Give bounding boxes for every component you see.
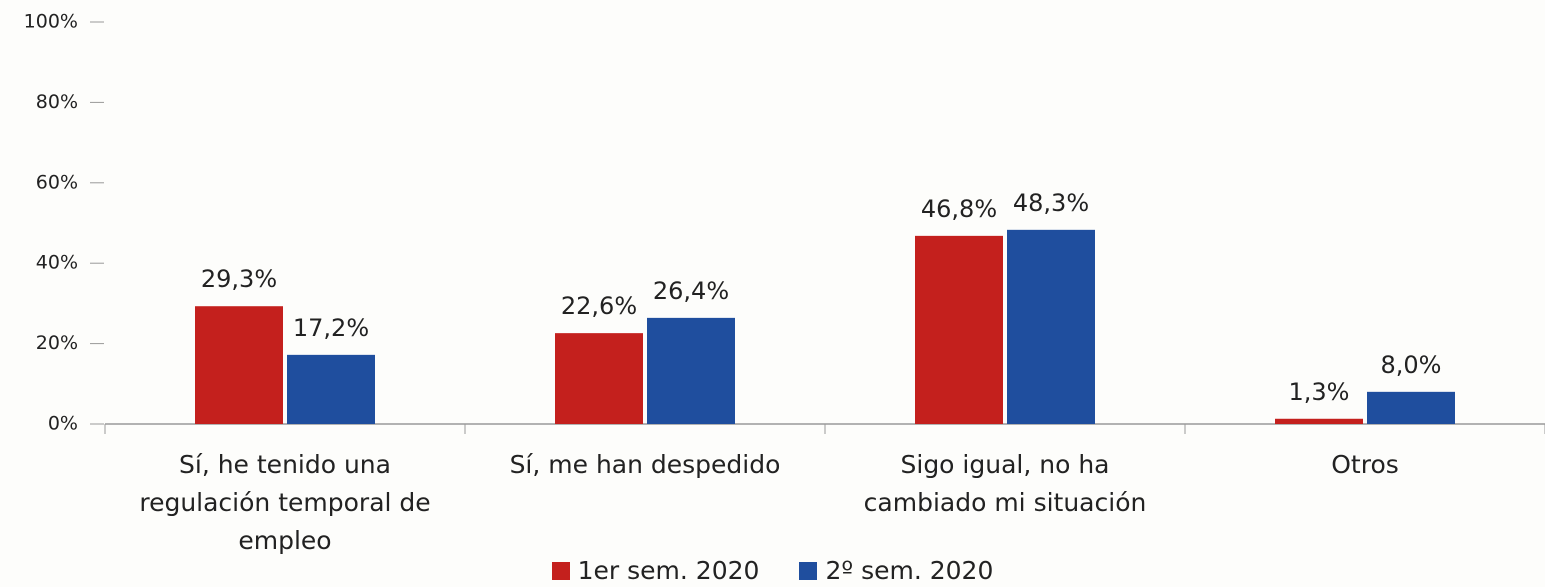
bar (1007, 229, 1095, 424)
x-tick-label: Sí, he tenido una regulación temporal de… (139, 450, 431, 555)
bar (195, 306, 283, 424)
legend-label: 2º sem. 2020 (825, 556, 994, 585)
y-tick-label: 100% (24, 11, 78, 33)
value-label: 46,8% (921, 195, 997, 223)
value-label: 17,2% (293, 314, 369, 342)
legend-label: 1er sem. 2020 (577, 556, 760, 585)
y-tick-label: 40% (36, 252, 78, 274)
bar (555, 333, 643, 424)
legend-item: 2º sem. 2020 (799, 556, 993, 585)
value-label: 29,3% (201, 265, 277, 293)
value-label: 1,3% (1289, 378, 1350, 406)
value-label: 8,0% (1381, 351, 1442, 379)
bar (287, 354, 375, 424)
bar (647, 317, 735, 424)
value-label: 26,4% (653, 277, 729, 305)
bar (915, 235, 1003, 424)
x-tick-label: Sí, me han despedido (509, 450, 781, 479)
y-tick-label: 60% (36, 171, 78, 193)
legend-swatch (799, 561, 818, 580)
x-tick-label: Sigo igual, no ha cambiado mi situación (863, 450, 1147, 517)
legend: 1er sem. 2020 2º sem. 2020 (0, 556, 1545, 585)
y-tick-label: 80% (36, 91, 78, 113)
value-label: 22,6% (561, 292, 637, 320)
y-tick-label: 0% (48, 413, 78, 435)
legend-swatch (551, 561, 570, 580)
value-label: 48,3% (1013, 189, 1089, 217)
y-tick-label: 20% (36, 332, 78, 354)
bar (1367, 391, 1455, 424)
legend-item: 1er sem. 2020 (551, 556, 760, 585)
bar (1275, 418, 1363, 424)
x-tick-label: Otros (1331, 450, 1399, 479)
